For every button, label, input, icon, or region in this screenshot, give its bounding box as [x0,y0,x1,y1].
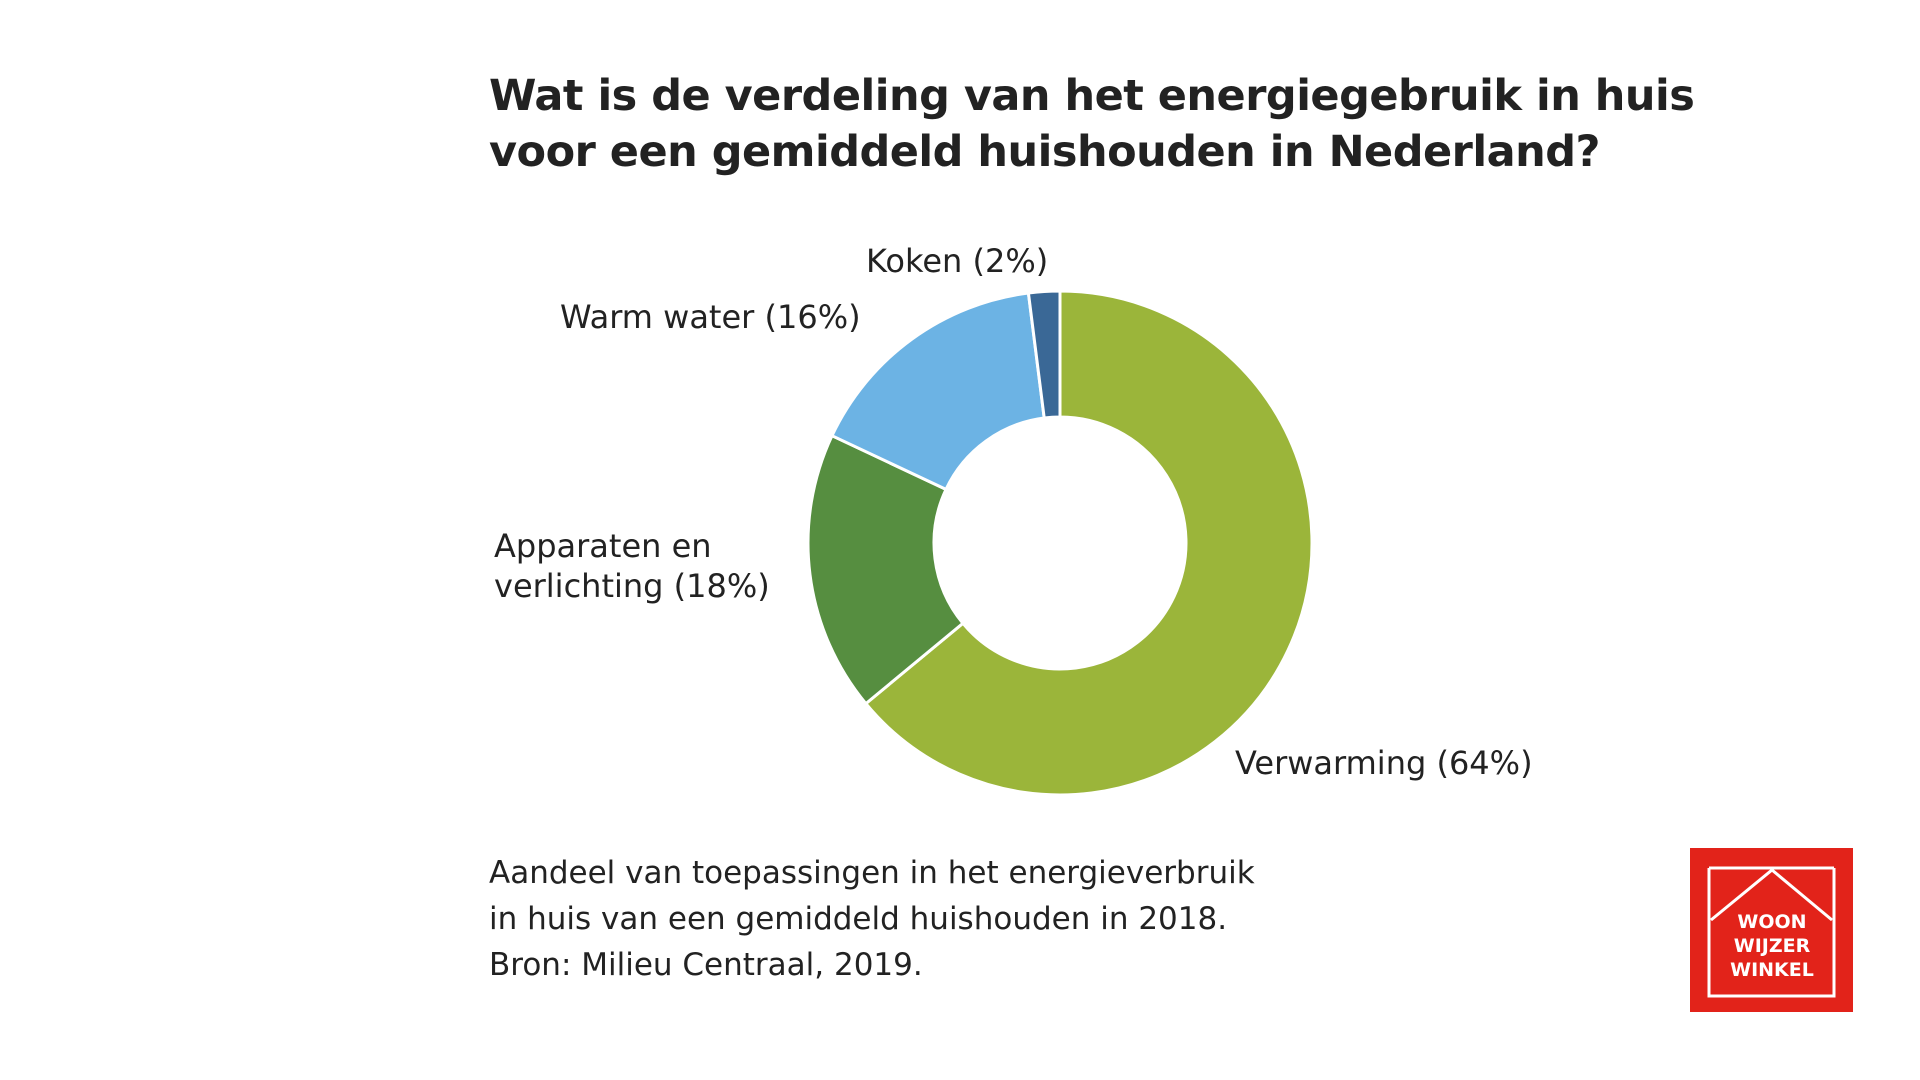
donut-slice-warm-water [829,291,1046,492]
woonwijzerwinkel-logo: WOON WIJZER WINKEL [1690,848,1853,1012]
chart-title: Wat is de verdeling van het energiegebru… [489,68,1695,180]
label-warm-water: Warm water (16%) [560,298,861,336]
chart-caption: Aandeel van toepassingen in het energiev… [489,850,1255,988]
label-apparaten-line2: verlichting (18%) [494,567,770,605]
chart-title-line: voor een gemiddeld huishouden in Nederla… [489,127,1600,177]
label-koken: Koken (2%) [866,242,1049,280]
label-apparaten-line1: Apparaten en [494,527,712,565]
svg-text:WINKEL: WINKEL [1730,959,1814,981]
svg-text:WIJZER: WIJZER [1734,935,1811,957]
chart-title-line: Wat is de verdeling van het energiegebru… [489,71,1695,121]
caption-line: Aandeel van toepassingen in het energiev… [489,855,1255,891]
label-verwarming: Verwarming (64%) [1235,744,1533,782]
donut-slice-verwarming [863,289,1314,797]
donut-slice-koken [1026,289,1062,420]
caption-line: Bron: Milieu Centraal, 2019. [489,947,923,983]
donut-slice-apparaten-en-verlichting [806,433,966,706]
svg-text:WOON: WOON [1737,911,1806,933]
caption-line: in huis van een gemiddeld huishouden in … [489,901,1228,937]
